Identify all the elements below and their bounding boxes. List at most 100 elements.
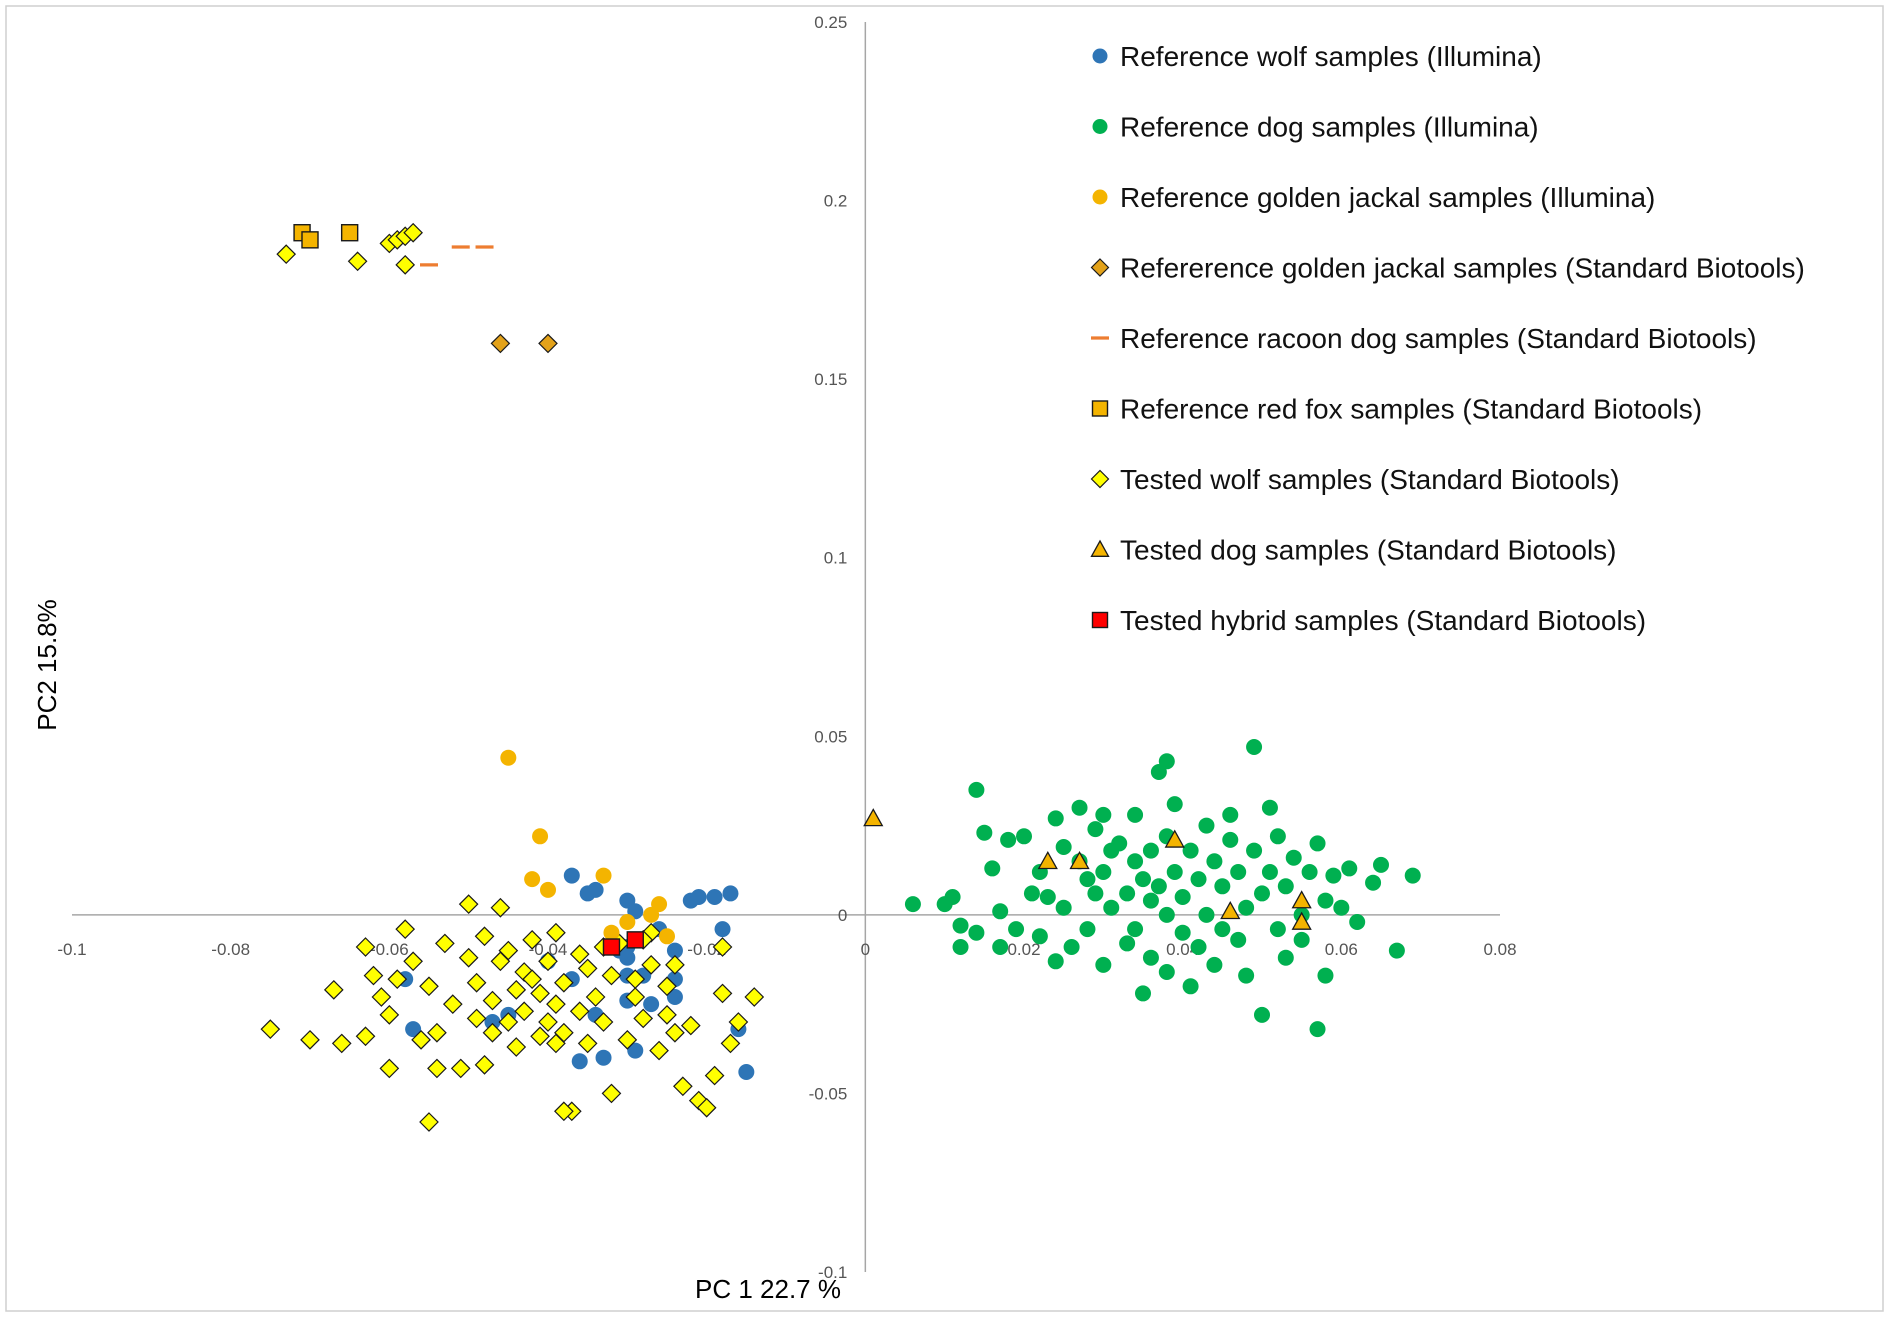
data-point: [379, 1005, 400, 1025]
data-point: [712, 937, 733, 957]
data-point: [482, 1022, 503, 1043]
data-point: [1214, 921, 1231, 938]
data-point: [1119, 885, 1136, 902]
data-point: [1222, 831, 1239, 848]
legend-marker: [1091, 611, 1109, 629]
data-point: [722, 885, 739, 902]
data-point: [626, 931, 644, 949]
data-point: [530, 1026, 550, 1047]
data-point: [1182, 978, 1199, 995]
data-point: [863, 808, 884, 827]
data-point: [506, 980, 527, 1000]
data-point: [484, 1014, 501, 1030]
data-point: [538, 1012, 558, 1032]
data-point: [276, 244, 297, 264]
legend-label: Reference dog samples (Illumina): [1120, 112, 1539, 143]
data-point: [696, 1097, 717, 1118]
legend-label: Reference golden jackal samples (Illumin…: [1120, 182, 1655, 213]
data-point: [419, 976, 439, 997]
data-point: [1206, 853, 1223, 870]
data-point: [498, 940, 519, 961]
data-point: [387, 969, 408, 989]
data-point: [546, 1033, 566, 1054]
series-group: [500, 749, 675, 945]
data-point: [490, 897, 511, 918]
series-group: [863, 808, 1312, 930]
data-point: [643, 996, 660, 1013]
data-point: [1190, 939, 1207, 955]
data-point: [1142, 842, 1159, 859]
data-point: [1166, 796, 1183, 813]
chart-frame: [5, 5, 1884, 1312]
data-point: [538, 333, 558, 354]
data-point: [554, 1101, 574, 1122]
data-point: [569, 1001, 590, 1022]
data-point: [1309, 1021, 1326, 1038]
data-point: [490, 333, 511, 354]
data-point: [1135, 871, 1151, 888]
y-tick-label: -0.05: [809, 1084, 848, 1103]
x-tick-label: 0.02: [1007, 940, 1040, 959]
data-point: [1277, 949, 1294, 966]
series-group: [602, 931, 644, 956]
data-point: [300, 1030, 320, 1050]
data-point: [577, 958, 598, 979]
data-point: [1261, 864, 1278, 880]
data-point: [1220, 900, 1241, 920]
legend-marker: [1092, 48, 1108, 64]
data-point: [1095, 956, 1112, 973]
data-point: [1261, 799, 1278, 816]
series-group: [490, 333, 558, 354]
data-point: [530, 983, 550, 1004]
data-point: [1174, 924, 1191, 941]
data-point: [952, 917, 969, 934]
data-point: [601, 1083, 622, 1104]
data-point: [546, 994, 566, 1014]
data-point: [1269, 921, 1286, 938]
data-point: [1158, 964, 1175, 980]
data-point: [712, 983, 733, 1004]
data-point: [260, 1019, 281, 1039]
data-point: [968, 924, 985, 941]
data-point: [1309, 835, 1326, 852]
x-tick-label: -0.08: [211, 940, 250, 959]
x-tick-label: -0.1: [57, 940, 86, 959]
data-point: [482, 990, 503, 1011]
data-point: [665, 1022, 685, 1043]
data-point: [427, 1058, 447, 1079]
data-point: [649, 1040, 669, 1061]
x-axis-title: PC 1 22.7 %: [695, 1274, 841, 1304]
data-point: [1285, 849, 1302, 866]
data-point: [1254, 885, 1270, 902]
data-point: [395, 919, 416, 939]
x-tick-label: 0.08: [1483, 940, 1516, 959]
data-point: [331, 1033, 352, 1054]
data-point: [1095, 806, 1112, 823]
data-point: [617, 1030, 638, 1050]
data-point: [458, 894, 479, 914]
data-point: [442, 994, 463, 1014]
data-point: [514, 1001, 535, 1022]
data-point: [595, 867, 612, 884]
data-point: [666, 942, 683, 959]
data-point: [643, 906, 660, 923]
data-point: [1198, 817, 1215, 834]
data-point: [968, 781, 985, 798]
data-point: [619, 914, 636, 930]
y-tick-label: -0.1: [818, 1263, 847, 1282]
data-point: [403, 951, 423, 972]
data-point: [524, 871, 541, 888]
data-point: [1190, 871, 1207, 888]
data-point: [1037, 850, 1058, 870]
legend-label: Tested dog samples (Standard Biotools): [1120, 535, 1617, 566]
data-point: [1079, 871, 1096, 888]
data-point: [1087, 821, 1104, 838]
data-point: [641, 955, 661, 975]
data-point: [1230, 931, 1247, 948]
data-point: [450, 1058, 471, 1079]
data-point: [1301, 864, 1318, 880]
data-point: [1158, 753, 1175, 770]
data-point: [427, 1022, 447, 1043]
data-point: [532, 828, 549, 845]
